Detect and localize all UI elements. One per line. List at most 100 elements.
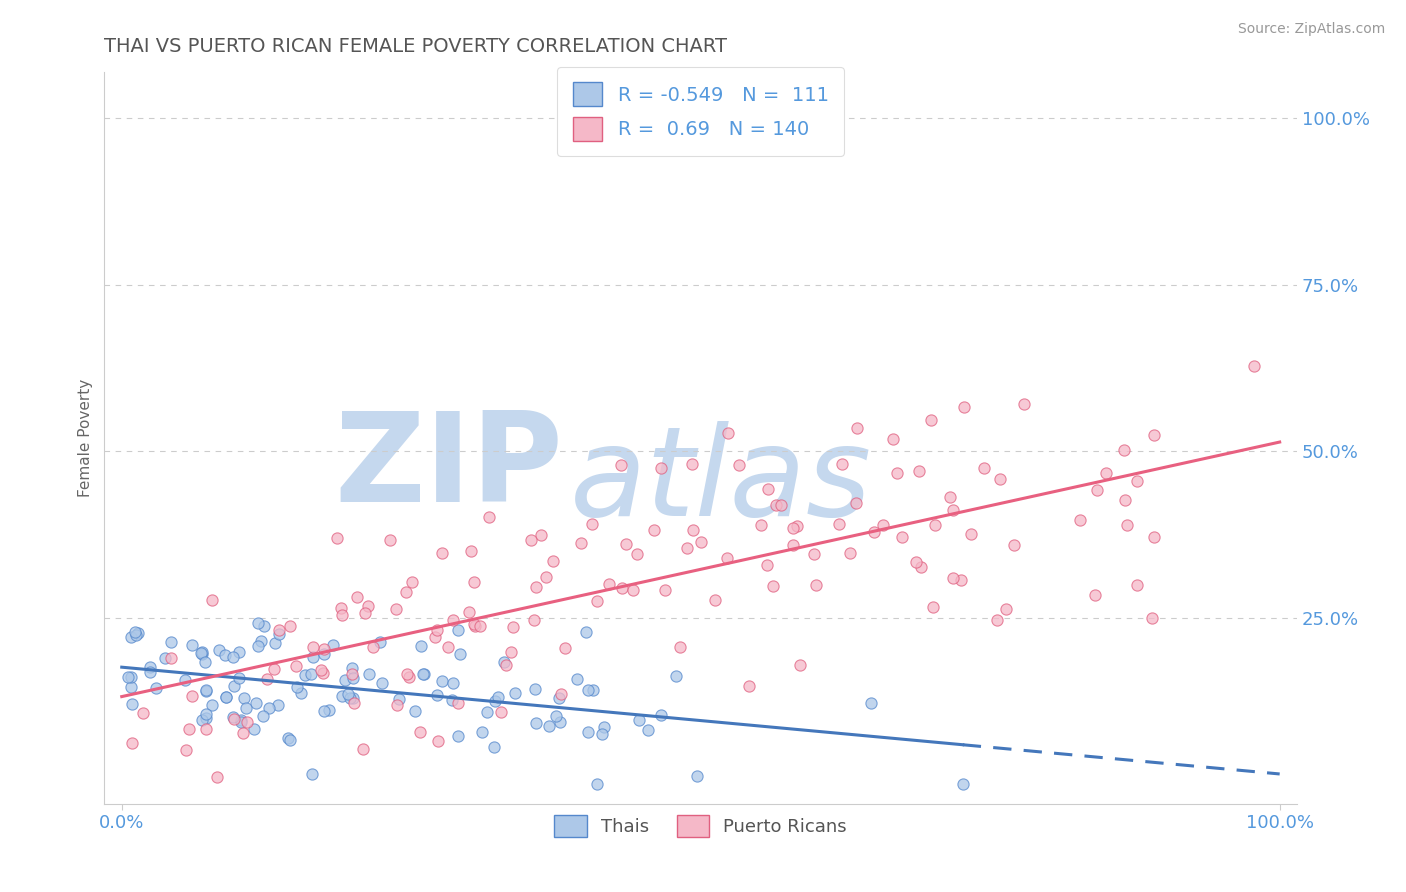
Point xyxy=(396,667,419,681)
Point xyxy=(576,683,599,698)
Point xyxy=(247,639,270,653)
Point xyxy=(222,679,245,693)
Point xyxy=(1116,517,1139,532)
Point xyxy=(910,560,932,574)
Point xyxy=(371,676,394,690)
Point xyxy=(160,650,183,665)
Text: atlas: atlas xyxy=(569,421,872,542)
Point xyxy=(1114,493,1136,508)
Point xyxy=(548,715,571,730)
Point xyxy=(330,689,353,703)
Point xyxy=(644,524,666,538)
Point xyxy=(806,578,828,592)
Point xyxy=(361,640,384,655)
Point xyxy=(502,620,524,634)
Point xyxy=(1140,611,1163,625)
Point xyxy=(145,681,167,695)
Point xyxy=(388,691,411,706)
Point xyxy=(267,698,290,712)
Point xyxy=(121,736,143,750)
Point xyxy=(404,704,426,718)
Point xyxy=(247,615,270,630)
Point xyxy=(378,533,401,547)
Point xyxy=(195,683,218,698)
Point xyxy=(546,709,568,723)
Point xyxy=(121,698,143,712)
Point xyxy=(302,649,325,664)
Point xyxy=(650,460,672,475)
Point xyxy=(194,723,217,737)
Point xyxy=(177,723,200,737)
Point xyxy=(621,582,644,597)
Point xyxy=(537,718,560,732)
Point xyxy=(550,687,572,701)
Point xyxy=(267,627,290,641)
Point xyxy=(1084,588,1107,602)
Point xyxy=(1094,466,1116,480)
Point xyxy=(728,458,751,472)
Point xyxy=(1002,538,1025,552)
Point xyxy=(245,697,267,711)
Point xyxy=(256,673,278,687)
Point xyxy=(194,707,217,722)
Point xyxy=(523,613,546,627)
Point xyxy=(190,646,212,660)
Point xyxy=(222,650,245,665)
Point xyxy=(290,686,312,700)
Point xyxy=(789,658,811,673)
Point xyxy=(191,647,214,661)
Point xyxy=(263,636,285,650)
Point xyxy=(267,623,290,637)
Point xyxy=(301,640,323,654)
Point xyxy=(194,656,217,670)
Point xyxy=(1243,359,1265,373)
Point xyxy=(627,713,650,727)
Point xyxy=(124,625,146,640)
Point xyxy=(215,690,238,704)
Point xyxy=(139,665,162,679)
Point xyxy=(650,708,672,723)
Point xyxy=(924,517,946,532)
Point xyxy=(330,600,353,615)
Point xyxy=(953,400,976,414)
Point xyxy=(886,467,908,481)
Point xyxy=(356,599,378,613)
Text: Source: ZipAtlas.com: Source: ZipAtlas.com xyxy=(1237,22,1385,37)
Point xyxy=(357,666,380,681)
Legend: R = -0.549   N =  111, R =  0.69   N = 140: R = -0.549 N = 111, R = 0.69 N = 140 xyxy=(557,67,844,156)
Point xyxy=(342,696,364,710)
Point xyxy=(905,555,928,569)
Point xyxy=(749,518,772,533)
Point xyxy=(939,491,962,505)
Point xyxy=(575,624,598,639)
Point xyxy=(585,594,607,608)
Point xyxy=(828,516,851,531)
Point xyxy=(668,640,690,654)
Point xyxy=(523,682,546,697)
Point xyxy=(231,713,253,727)
Point xyxy=(330,607,353,622)
Point xyxy=(460,544,482,558)
Point xyxy=(782,538,804,552)
Point xyxy=(301,766,323,780)
Point xyxy=(1126,475,1149,489)
Point xyxy=(139,659,162,673)
Point xyxy=(520,533,543,547)
Point xyxy=(986,613,1008,627)
Point xyxy=(277,731,299,745)
Point xyxy=(243,723,266,737)
Point xyxy=(180,689,202,703)
Point xyxy=(173,673,195,687)
Point xyxy=(495,658,517,673)
Point xyxy=(222,710,245,724)
Point xyxy=(409,725,432,739)
Point xyxy=(131,706,153,720)
Point xyxy=(205,770,228,784)
Point xyxy=(339,691,361,706)
Point xyxy=(464,618,486,632)
Point xyxy=(309,663,332,677)
Point xyxy=(478,509,501,524)
Point xyxy=(762,579,785,593)
Point xyxy=(253,618,276,632)
Point xyxy=(716,551,738,566)
